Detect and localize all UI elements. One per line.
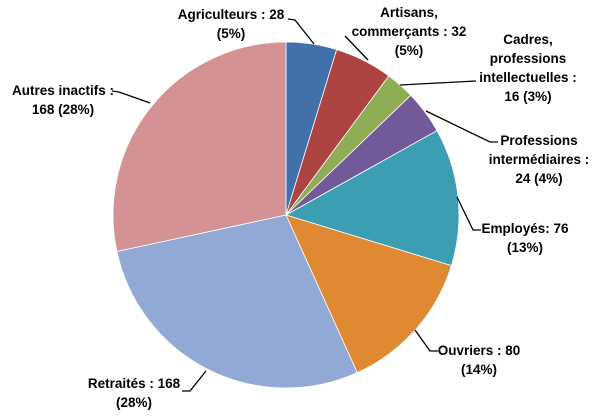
leader-line-ouvriers xyxy=(414,329,438,352)
leader-line-agriculteurs xyxy=(287,18,315,45)
label-line: professions xyxy=(489,51,567,66)
leader-line-employes xyxy=(456,196,481,231)
label-line: Agriculteurs : 28 xyxy=(177,7,285,22)
label-line: Ouvriers : 80 xyxy=(437,343,521,358)
label-line: intermédiaires : xyxy=(488,152,590,167)
slice-label-ouvriers: Ouvriers : 80 (14%) xyxy=(438,341,521,379)
label-line: commerçants : 32 xyxy=(351,24,467,39)
slice-label-artisans-commercants: Artisans, commerçants : 32 (5%) xyxy=(352,3,467,60)
label-line: (5%) xyxy=(394,43,424,58)
label-line: Autres inactifs : xyxy=(11,83,115,98)
leader-line-autres-inactifs xyxy=(111,90,151,104)
label-line: Professions xyxy=(500,133,578,148)
slice-label-employes: Employés: 76 (13%) xyxy=(481,219,568,257)
label-line: (28%) xyxy=(115,395,152,410)
pie-slice-autres-inactifs[interactable] xyxy=(112,41,287,252)
slice-label-cadres-prof-intellectuelles: Cadres, professions intellectuelles : 16… xyxy=(479,30,577,106)
pie-slice-retraites[interactable] xyxy=(116,214,358,389)
pie-slice-ouvriers[interactable] xyxy=(285,214,452,374)
slice-label-retraites: Retraités : 168 (28%) xyxy=(88,374,180,412)
slice-label-agriculteurs: Agriculteurs : 28 (5%) xyxy=(178,5,285,43)
leader-line-professions-intermediaires xyxy=(425,110,498,143)
label-line: 168 (28%) xyxy=(31,102,95,117)
leader-line-cadres-prof-intellectuelles xyxy=(399,80,477,86)
label-line: (13%) xyxy=(506,240,544,255)
label-line: (14%) xyxy=(460,362,498,377)
label-line: Retraités : 168 xyxy=(87,376,181,391)
label-line: 16 (3%) xyxy=(504,89,552,104)
leader-line-retraites xyxy=(182,370,207,392)
label-line: 24 (4%) xyxy=(515,171,563,186)
label-line: (5%) xyxy=(216,26,246,41)
label-line: Artisans, xyxy=(380,5,438,20)
label-line: Employés: 76 xyxy=(481,221,569,236)
label-line: intellectuelles : xyxy=(479,70,577,85)
leader-line-artisans-commercants xyxy=(344,35,369,61)
slice-label-autres-inactifs: Autres inactifs : 168 (28%) xyxy=(12,81,114,119)
slice-label-professions-intermediaires: Professions intermédiaires : 24 (4%) xyxy=(489,131,590,188)
pie-slice-employes[interactable] xyxy=(284,130,460,267)
label-line: Cadres, xyxy=(503,32,553,47)
